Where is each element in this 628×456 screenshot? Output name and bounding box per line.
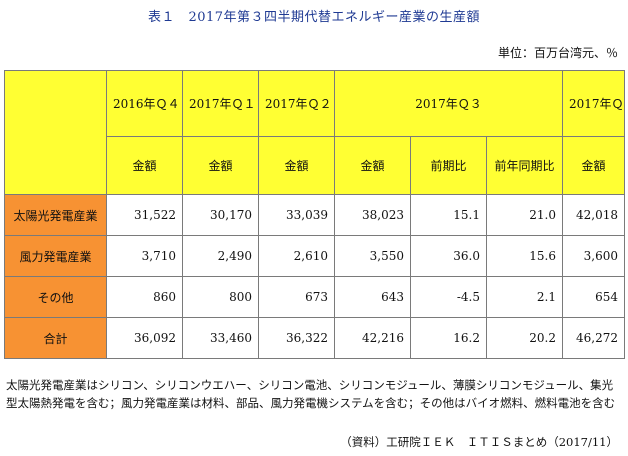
table-cell: -4.5 <box>410 276 487 318</box>
table-cell: 38,023 <box>334 194 411 236</box>
sub-header: 金額 <box>106 136 183 195</box>
period-header: 2017年Ｑ１ <box>182 70 259 137</box>
sub-header: 金額 <box>182 136 259 195</box>
table-cell: 21.0 <box>486 194 563 236</box>
row-label: 風力発電産業 <box>4 235 107 277</box>
row-label: 太陽光発電産業 <box>4 194 107 236</box>
sub-header: 金額 <box>258 136 335 195</box>
table-cell: 36,092 <box>106 317 183 359</box>
table-cell: 2.1 <box>486 276 563 318</box>
sub-header: 金額 <box>334 136 411 195</box>
table-row: 風力発電産業 3,710 2,490 2,610 3,550 36.0 15.6… <box>4 235 625 277</box>
table-cell: 46,272 <box>562 317 625 359</box>
table-cell: 20.2 <box>486 317 563 359</box>
sub-header: 前年同期比 <box>486 136 563 195</box>
unit-label: 単位：百万台湾元、％ <box>497 46 618 60</box>
table-cell: 30,170 <box>182 194 259 236</box>
production-table: 2016年Ｑ４ 2017年Ｑ１ 2017年Ｑ２ 2017年Ｑ３ 2017年Ｑ４ … <box>4 70 625 359</box>
table-row: 合計 36,092 33,460 36,322 42,216 16.2 20.2… <box>4 317 625 359</box>
table-cell: 42,018 <box>562 194 625 236</box>
notes-text: 太陽光発電産業はシリコン、シリコンウエハー、シリコン電池、シリコンモジュール、薄… <box>6 378 616 410</box>
table-cell: 800 <box>182 276 259 318</box>
table-cell: 36.0 <box>410 235 487 277</box>
table-cell: 654 <box>562 276 625 318</box>
table-cell: 15.6 <box>486 235 563 277</box>
period-header: 2017年Ｑ４ <box>562 70 625 137</box>
source-text: （資料）工研院ＩＥＫ ＩＴＩＳまとめ（2017/11） <box>340 435 618 449</box>
table-title: 表１ 2017年第３四半期代替エネルギー産業の生産額 <box>147 10 481 25</box>
corner-cell <box>4 70 107 195</box>
table-cell: 3,600 <box>562 235 625 277</box>
table-cell: 33,460 <box>182 317 259 359</box>
table-row: その他 860 800 673 643 -4.5 2.1 654 <box>4 276 625 318</box>
table-cell: 673 <box>258 276 335 318</box>
table-cell: 15.1 <box>410 194 487 236</box>
table-cell: 3,550 <box>334 235 411 277</box>
table-cell: 860 <box>106 276 183 318</box>
table-cell: 16.2 <box>410 317 487 359</box>
table-cell: 33,039 <box>258 194 335 236</box>
period-header: 2017年Ｑ３ <box>334 70 563 137</box>
period-header: 2017年Ｑ２ <box>258 70 335 137</box>
row-label: 合計 <box>4 317 107 359</box>
table-cell: 643 <box>334 276 411 318</box>
table-cell: 31,522 <box>106 194 183 236</box>
table-cell: 3,710 <box>106 235 183 277</box>
table-cell: 2,490 <box>182 235 259 277</box>
sub-header: 金額 <box>562 136 625 195</box>
table-cell: 36,322 <box>258 317 335 359</box>
sub-header: 前期比 <box>410 136 487 195</box>
period-header: 2016年Ｑ４ <box>106 70 183 137</box>
row-label: その他 <box>4 276 107 318</box>
table-cell: 2,610 <box>258 235 335 277</box>
table-cell: 42,216 <box>334 317 411 359</box>
table-row: 太陽光発電産業 31,522 30,170 33,039 38,023 15.1… <box>4 194 625 236</box>
